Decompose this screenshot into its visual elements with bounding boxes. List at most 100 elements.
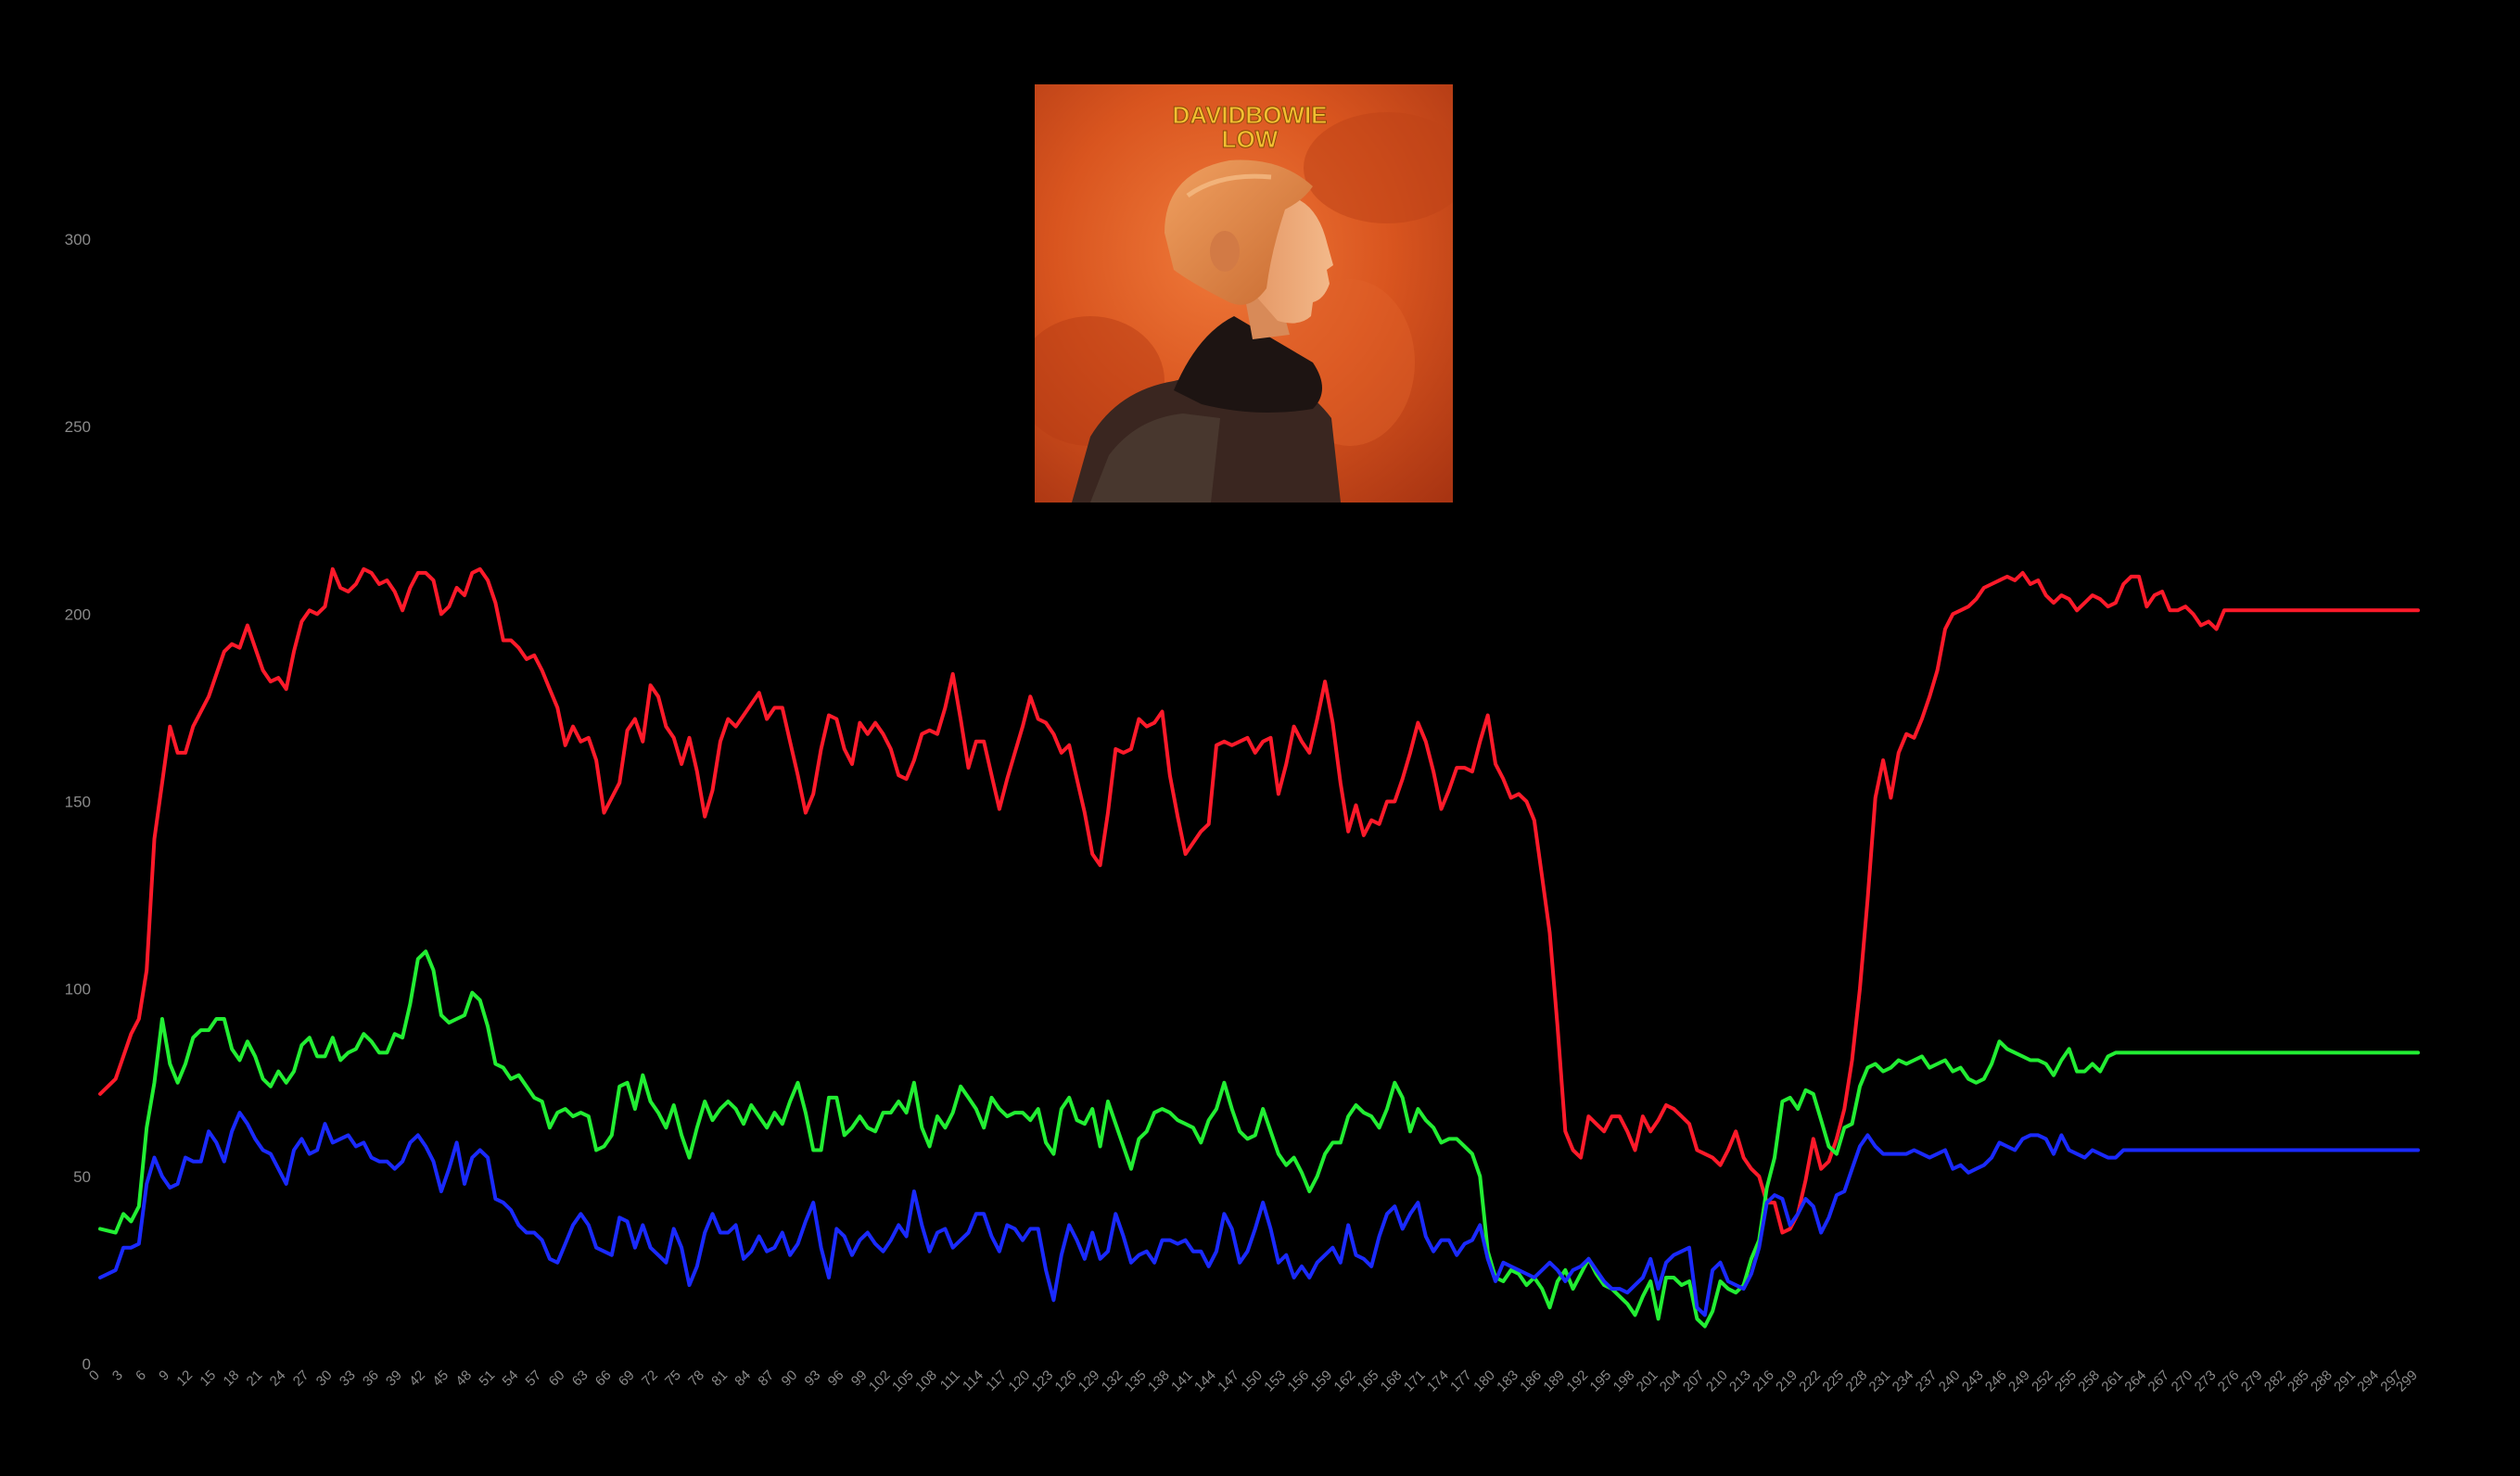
x-tick-label: 273 (2192, 1368, 2220, 1395)
x-tick-label: 132 (1099, 1368, 1126, 1395)
album-cover-image: DAVIDBOWIE LOW (1035, 84, 1453, 503)
x-tick-label: 234 (1890, 1368, 1917, 1395)
x-tick-label: 129 (1075, 1368, 1103, 1395)
y-axis: 0 50 100 150 200 250 300 (65, 231, 91, 1373)
x-tick-label: 18 (221, 1368, 243, 1390)
y-tick-label: 150 (65, 794, 91, 811)
x-tick-label: 180 (1470, 1368, 1498, 1395)
x-tick-label: 222 (1796, 1368, 1824, 1395)
x-tick-label: 21 (244, 1368, 266, 1390)
x-tick-label: 81 (708, 1368, 731, 1390)
x-tick-label: 96 (825, 1368, 847, 1390)
x-tick-label: 39 (383, 1368, 405, 1390)
x-tick-label: 198 (1610, 1368, 1638, 1395)
x-tick-label: 51 (476, 1368, 498, 1390)
x-tick-label: 90 (779, 1368, 801, 1390)
x-tick-label: 258 (2075, 1368, 2103, 1395)
x-tick-label: 189 (1540, 1368, 1568, 1395)
x-tick-label: 9 (156, 1368, 172, 1384)
x-tick-label: 276 (2215, 1368, 2243, 1395)
x-tick-label: 285 (2285, 1368, 2312, 1395)
y-tick-label: 300 (65, 231, 91, 248)
x-tick-label: 267 (2145, 1368, 2173, 1395)
x-tick-label: 63 (569, 1368, 592, 1390)
x-tick-label: 183 (1494, 1368, 1521, 1395)
x-tick-label: 219 (1773, 1368, 1801, 1395)
x-tick-label: 204 (1657, 1368, 1685, 1395)
y-tick-label: 200 (65, 605, 91, 623)
x-tick-label: 192 (1563, 1368, 1591, 1395)
x-tick-label: 12 (173, 1368, 196, 1390)
x-tick-label: 48 (452, 1368, 475, 1390)
series-line-1 (98, 949, 2420, 1329)
x-axis: 0 3 6 9 12 15 18 21 24 27 30 33 36 39 42 45 48 51 54 57 60 63… (86, 1368, 2421, 1395)
x-tick-label: 210 (1703, 1368, 1731, 1395)
x-tick-label: 114 (960, 1368, 986, 1394)
x-tick-label: 84 (732, 1368, 754, 1390)
series-line-0 (98, 566, 2420, 1235)
x-tick-label: 252 (2029, 1368, 2056, 1395)
x-tick-label: 294 (2354, 1368, 2382, 1395)
x-tick-label: 57 (523, 1368, 545, 1390)
x-tick-label: 264 (2121, 1368, 2149, 1395)
y-tick-label: 50 (73, 1168, 91, 1186)
x-tick-label: 186 (1517, 1368, 1545, 1395)
x-tick-label: 45 (429, 1368, 452, 1390)
series-line-2 (98, 1111, 2420, 1317)
x-tick-label: 171 (1401, 1368, 1429, 1395)
x-tick-label: 246 (1982, 1368, 2010, 1395)
x-tick-label: 54 (500, 1368, 522, 1390)
x-tick-label: 30 (313, 1368, 336, 1390)
series-lines (98, 566, 2420, 1329)
x-tick-label: 93 (802, 1368, 824, 1390)
y-tick-label: 100 (65, 981, 91, 999)
x-tick-label: 147 (1215, 1368, 1242, 1395)
y-tick-label: 250 (65, 418, 91, 436)
album-title-text: LOW (1222, 125, 1279, 153)
x-tick-label: 279 (2238, 1368, 2266, 1395)
x-tick-label: 216 (1750, 1368, 1777, 1395)
x-tick-label: 36 (360, 1368, 382, 1390)
x-tick-label: 195 (1587, 1368, 1615, 1395)
x-tick-label: 162 (1331, 1368, 1359, 1395)
x-tick-label: 105 (889, 1368, 917, 1395)
x-tick-label: 138 (1145, 1368, 1173, 1395)
x-tick-label: 0 (86, 1368, 103, 1384)
x-tick-label: 240 (1936, 1368, 1964, 1395)
x-tick-label: 33 (337, 1368, 359, 1390)
x-tick-label: 174 (1424, 1368, 1452, 1395)
x-tick-label: 123 (1029, 1368, 1057, 1395)
x-tick-label: 291 (2331, 1368, 2359, 1395)
x-tick-label: 75 (662, 1368, 684, 1390)
x-tick-label: 201 (1634, 1368, 1661, 1395)
x-tick-label: 270 (2169, 1368, 2196, 1395)
x-tick-label: 66 (592, 1368, 615, 1390)
x-tick-label: 78 (685, 1368, 707, 1390)
x-tick-label: 102 (866, 1368, 894, 1395)
album-artist-text: DAVIDBOWIE (1172, 101, 1327, 129)
x-tick-label: 111 (937, 1368, 963, 1393)
x-tick-label: 126 (1052, 1368, 1080, 1395)
x-tick-label: 228 (1842, 1368, 1870, 1395)
x-tick-label: 243 (1959, 1368, 1987, 1395)
x-tick-label: 144 (1191, 1368, 1219, 1395)
x-tick-label: 168 (1378, 1368, 1406, 1395)
x-tick-label: 141 (1168, 1368, 1196, 1395)
x-tick-label: 159 (1308, 1368, 1336, 1395)
x-tick-label: 177 (1447, 1368, 1475, 1395)
x-tick-label: 42 (406, 1368, 428, 1390)
x-tick-label: 27 (290, 1368, 312, 1390)
x-tick-label: 255 (2052, 1368, 2080, 1395)
x-tick-label: 231 (1866, 1368, 1894, 1395)
x-tick-label: 72 (639, 1368, 661, 1390)
x-tick-label: 165 (1355, 1368, 1382, 1395)
x-tick-label: 117 (983, 1368, 1010, 1394)
x-tick-label: 135 (1122, 1368, 1150, 1395)
x-tick-label: 153 (1261, 1368, 1289, 1395)
x-tick-label: 99 (848, 1368, 871, 1390)
y-tick-label: 0 (83, 1355, 91, 1373)
x-tick-label: 237 (1913, 1368, 1941, 1395)
x-tick-label: 282 (2261, 1368, 2289, 1395)
x-tick-label: 156 (1284, 1368, 1312, 1395)
